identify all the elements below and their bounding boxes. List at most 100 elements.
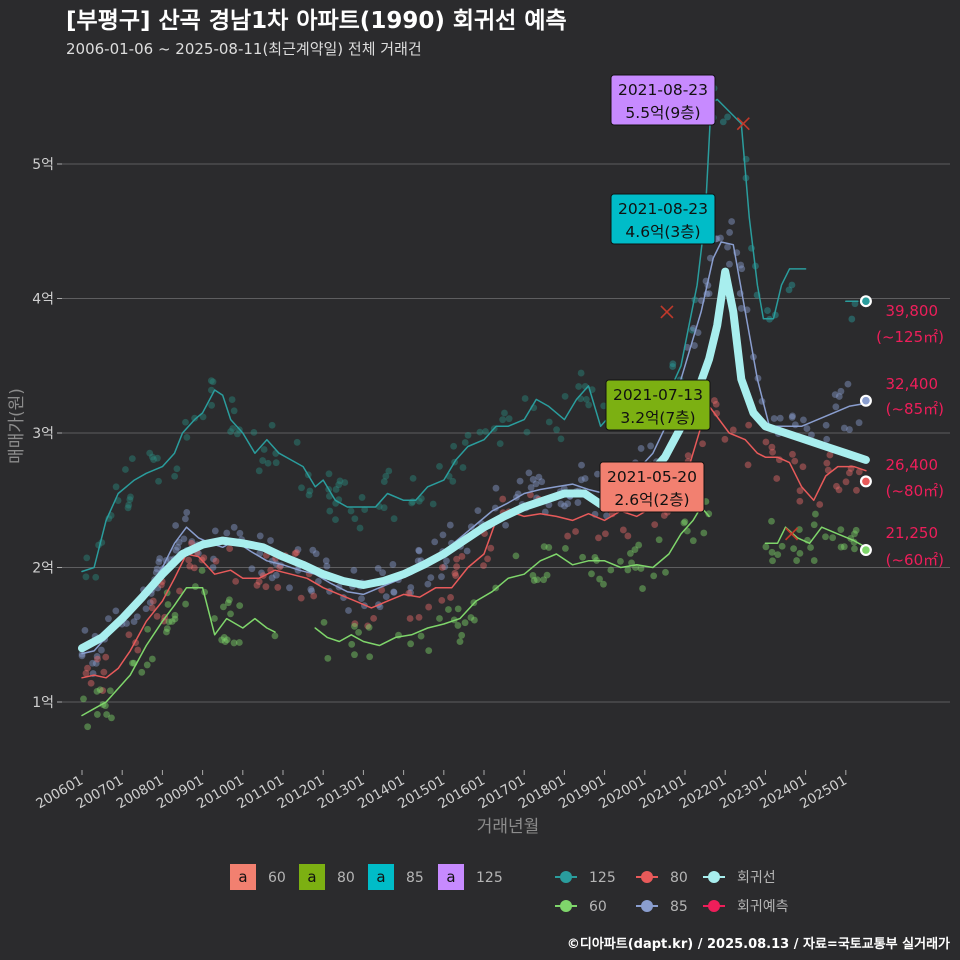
data-point (807, 544, 814, 551)
data-point (274, 584, 282, 591)
data-point (228, 396, 236, 403)
callout-box (610, 193, 716, 245)
data-point (127, 493, 134, 501)
data-point (662, 568, 669, 576)
legend-box-letter: a (307, 868, 316, 886)
data-point (182, 418, 189, 426)
data-point (183, 433, 191, 441)
legend-line-label: 회귀선 (737, 870, 776, 886)
data-point (577, 369, 585, 377)
data-point (348, 640, 356, 648)
data-point (225, 596, 233, 604)
data-point (521, 395, 529, 402)
data-point (492, 484, 500, 492)
data-point (791, 457, 799, 465)
data-point (427, 574, 435, 582)
data-point (358, 595, 365, 603)
data-point (443, 557, 450, 565)
end-point-inner (862, 396, 870, 405)
data-point (579, 553, 586, 561)
data-point (272, 459, 280, 467)
data-point (635, 541, 643, 549)
data-point (631, 546, 639, 554)
data-point (84, 664, 91, 672)
data-point (557, 500, 565, 508)
data-point (499, 495, 507, 503)
data-point (335, 481, 343, 489)
data-point (163, 625, 171, 633)
data-point (106, 687, 114, 695)
legend-box-label: 85 (406, 870, 424, 886)
data-point (578, 461, 585, 469)
data-point (837, 543, 845, 551)
data-point (532, 480, 540, 488)
data-point (776, 414, 784, 422)
data-point (112, 483, 120, 491)
data-point (123, 620, 130, 627)
data-point (229, 425, 237, 432)
data-point (540, 576, 548, 584)
data-point (262, 583, 270, 591)
data-point (182, 600, 189, 608)
data-point (449, 477, 457, 485)
data-point (80, 695, 87, 703)
legend-line-label: 125 (589, 870, 616, 886)
data-point (89, 659, 96, 667)
data-point (474, 507, 482, 515)
data-point (691, 342, 698, 349)
y-tick-label: 1억 (32, 695, 54, 711)
data-point (529, 572, 537, 579)
data-point (138, 668, 146, 676)
data-point (100, 668, 108, 676)
data-point (212, 557, 220, 565)
max-marker (660, 305, 674, 319)
data-point (562, 545, 569, 552)
data-point (102, 653, 110, 661)
grid (62, 163, 950, 703)
end-label-value: 21,250 (886, 524, 939, 542)
data-point (165, 618, 173, 626)
data-point (778, 542, 786, 550)
callout-box (610, 74, 716, 126)
legend-box (299, 864, 325, 890)
x-axis-label: 거래년월 (477, 817, 540, 837)
data-point (326, 507, 334, 515)
data-point (745, 421, 753, 429)
data-point (441, 563, 449, 571)
data-point (851, 530, 858, 538)
data-point (356, 524, 364, 532)
data-point (530, 577, 538, 584)
data-point (842, 478, 850, 486)
data-point (291, 550, 299, 557)
data-point (345, 607, 352, 614)
legend-line-dot (641, 900, 653, 912)
data-point (619, 526, 627, 534)
data-point (808, 431, 815, 439)
data-point (234, 430, 241, 438)
data-point (322, 557, 330, 565)
data-point (789, 412, 796, 420)
data-point (438, 564, 446, 571)
data-point (768, 443, 776, 451)
data-point (790, 545, 798, 553)
data-point (130, 618, 138, 626)
data-point (564, 500, 572, 508)
chart-title: [부평구] 산곡 경남1차 아파트(1990) 회귀선 예측 (66, 8, 567, 34)
data-point (724, 243, 731, 251)
data-point (211, 527, 219, 535)
data-point (453, 555, 461, 563)
data-point (341, 479, 349, 486)
data-point (744, 461, 752, 469)
end-label-area: (~80㎡) (886, 482, 944, 500)
callout-value: 3.2억(7층) (620, 409, 695, 427)
data-point (436, 462, 443, 470)
data-point (148, 604, 156, 612)
data-point (438, 596, 446, 604)
data-point (655, 536, 663, 544)
data-point (729, 426, 737, 434)
data-point (482, 428, 489, 435)
data-point (286, 584, 293, 592)
data-point (172, 522, 180, 529)
data-point (125, 501, 133, 509)
